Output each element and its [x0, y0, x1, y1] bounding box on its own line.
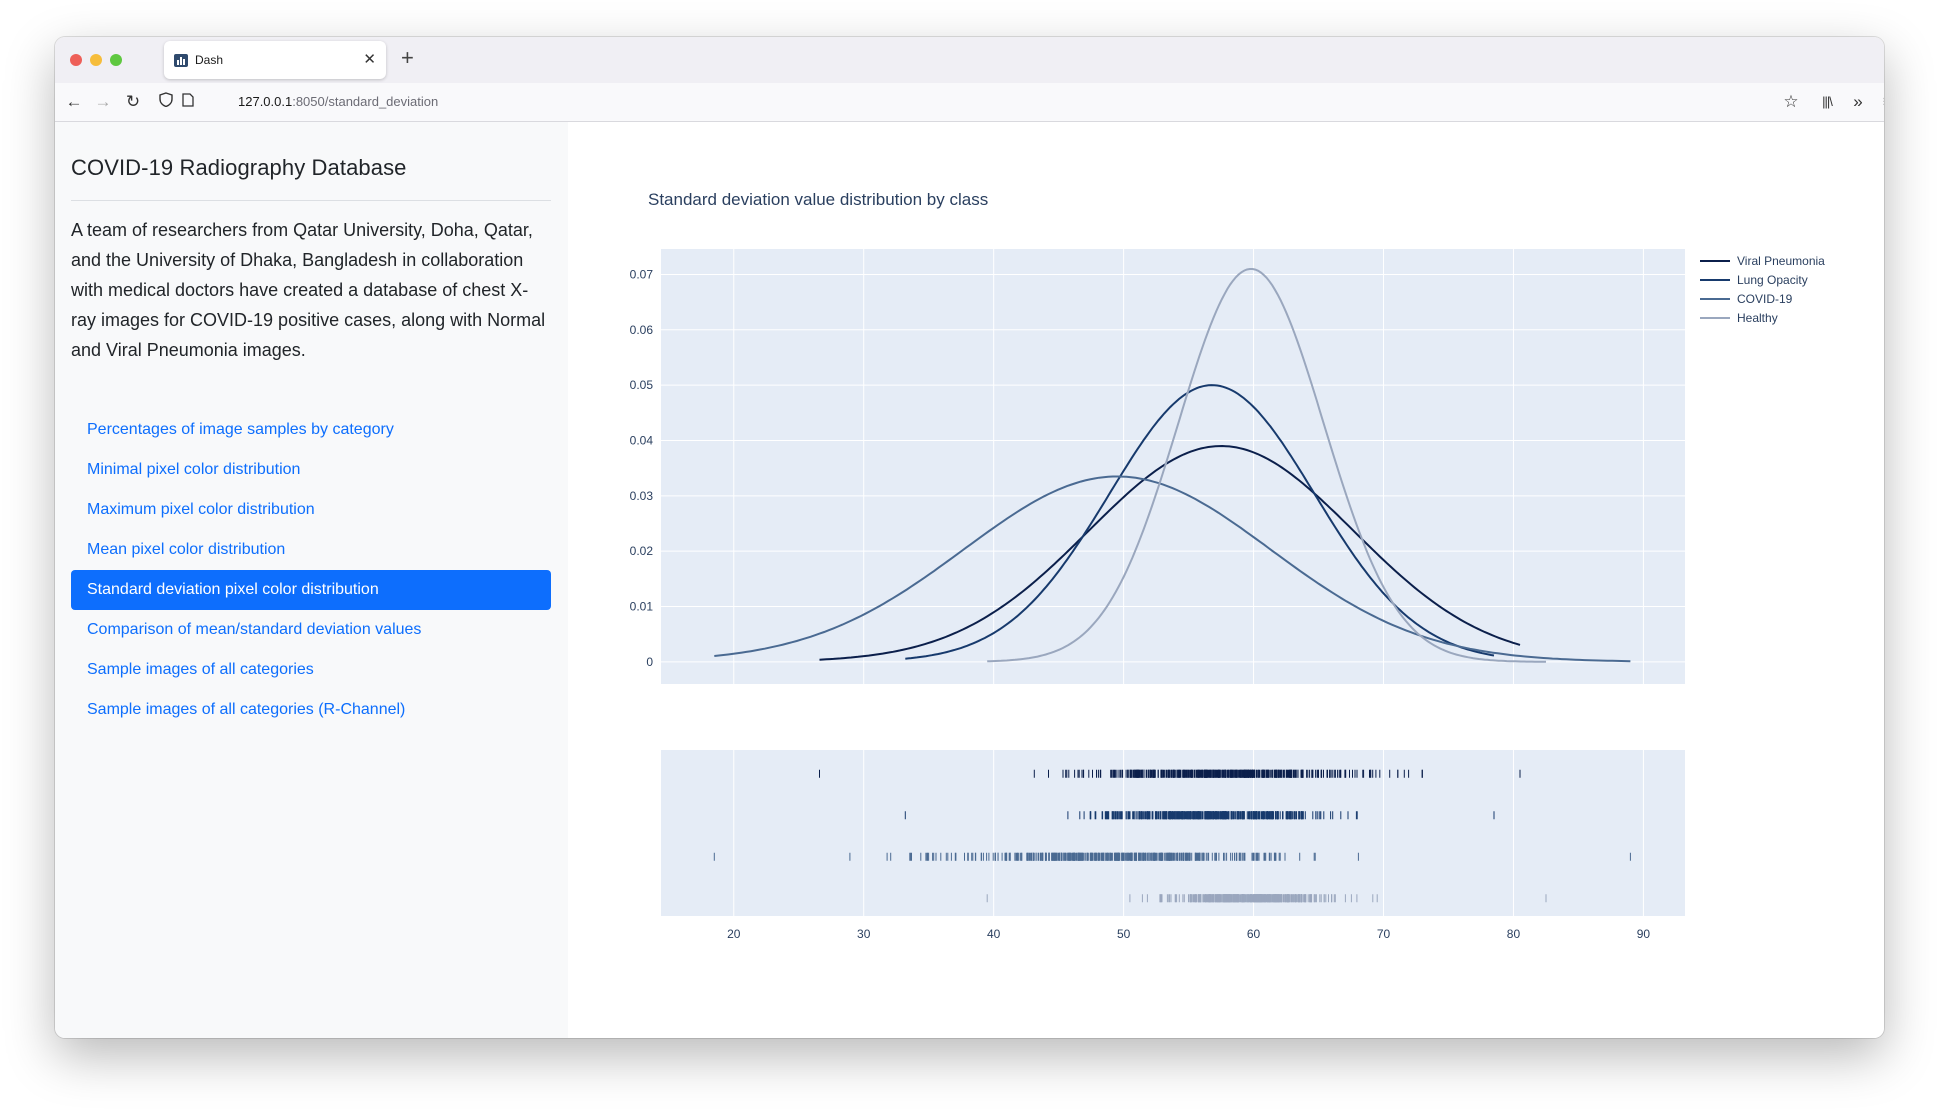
- library-icon[interactable]: |||\: [1822, 94, 1833, 109]
- x-tick-label: 30: [857, 927, 871, 941]
- y-tick-label: 0: [646, 655, 653, 669]
- x-tick-label: 70: [1377, 927, 1391, 941]
- hamburger-menu-icon[interactable]: ≡: [1877, 91, 1884, 113]
- nav-link-8[interactable]: Sample images of all categories (R-Chann…: [87, 701, 406, 718]
- nav-toolbar: ← → ↻ 127.0.0.1:8050/standard_deviation …: [55, 83, 1884, 122]
- y-tick-label: 0.04: [630, 433, 654, 447]
- y-tick-label: 0.07: [630, 267, 654, 281]
- legend-label: COVID-19: [1737, 292, 1793, 306]
- new-tab-icon[interactable]: +: [401, 45, 414, 70]
- legend-label: Viral Pneumonia: [1737, 254, 1825, 268]
- dash-app: COVID-19 Radiography Database A team of …: [55, 122, 1884, 1038]
- dash-favicon-icon: [174, 54, 188, 67]
- sidebar-nav: Percentages of image samples by category…: [71, 410, 551, 730]
- chart-title: Standard deviation value distribution by…: [648, 190, 988, 209]
- y-tick-label: 0.05: [630, 378, 654, 392]
- nav-link-1[interactable]: Percentages of image samples by category: [87, 421, 394, 438]
- density-plot-area[interactable]: [661, 249, 1685, 684]
- std-dev-chart[interactable]: Standard deviation value distribution by…: [568, 122, 1884, 1038]
- minimize-window-button[interactable]: [90, 54, 102, 66]
- back-arrow-icon[interactable]: ←: [65, 92, 83, 111]
- close-tab-icon[interactable]: ✕: [363, 51, 376, 68]
- main-content: Standard deviation value distribution by…: [568, 122, 1884, 1038]
- url-bar[interactable]: 127.0.0.1:8050/standard_deviation: [238, 94, 438, 109]
- app-title: COVID-19 Radiography Database: [71, 155, 407, 180]
- rug-grid: [733, 750, 1644, 916]
- y-tick-label: 0.06: [630, 323, 654, 337]
- legend-label: Lung Opacity: [1737, 273, 1808, 287]
- legend-label: Healthy: [1737, 311, 1778, 325]
- legend[interactable]: Viral Pneumonia Lung Opacity COVID-19 Healt…: [1700, 254, 1825, 325]
- page-info-icon[interactable]: [177, 91, 199, 113]
- x-axis-labels: 20 30 40 50 60 70 80 90: [727, 927, 1650, 941]
- zoom-window-button[interactable]: [110, 54, 122, 66]
- bookmark-star-icon[interactable]: ☆: [1783, 92, 1799, 111]
- browser-tab[interactable]: Dash ✕: [164, 41, 386, 79]
- tab-bar: Dash ✕ +: [55, 37, 1884, 83]
- overflow-chevron-icon[interactable]: »: [1853, 92, 1863, 111]
- shield-icon[interactable]: [155, 91, 177, 113]
- density-line-1: [819, 444, 1521, 661]
- nav-link-4[interactable]: Mean pixel color distribution: [87, 541, 286, 558]
- intro-text: A team of researchers from Qatar Univers…: [71, 220, 546, 360]
- divider: [71, 200, 551, 201]
- rug-marks: [713, 769, 1631, 903]
- density-curves: [714, 268, 1631, 663]
- x-tick-label: 90: [1637, 927, 1651, 941]
- close-window-button[interactable]: [70, 54, 82, 66]
- url-host: 127.0.0.1: [238, 94, 293, 109]
- density-line-3: [714, 475, 1631, 663]
- y-tick-label: 0.02: [630, 544, 654, 558]
- browser-window: Dash ✕ + ← → ↻ 127.0.0.1:8050/standard_d…: [55, 37, 1884, 1038]
- nav-link-5[interactable]: Standard deviation pixel color distribut…: [71, 570, 551, 610]
- x-tick-label: 40: [987, 927, 1001, 941]
- y-axis-labels: 0 0.01 0.02 0.03 0.04 0.05 0.06 0.07: [630, 267, 654, 668]
- forward-arrow-icon[interactable]: →: [94, 92, 112, 111]
- nav-link-3[interactable]: Maximum pixel color distribution: [87, 501, 315, 518]
- x-tick-label: 60: [1247, 927, 1261, 941]
- url-path: :8050/standard_deviation: [292, 94, 439, 109]
- x-tick-label: 20: [727, 927, 741, 941]
- nav-link-2[interactable]: Minimal pixel color distribution: [87, 461, 301, 478]
- density-line-4: [987, 268, 1547, 663]
- x-tick-label: 80: [1507, 927, 1521, 941]
- sidebar: COVID-19 Radiography Database A team of …: [55, 122, 568, 1038]
- nav-link-6[interactable]: Comparison of mean/standard deviation va…: [87, 621, 422, 638]
- x-tick-label: 50: [1117, 927, 1131, 941]
- reload-icon[interactable]: ↻: [125, 92, 141, 111]
- tab-title: Dash: [195, 53, 224, 67]
- y-tick-label: 0.03: [630, 489, 654, 503]
- y-tick-label: 0.01: [630, 600, 654, 614]
- nav-link-7[interactable]: Sample images of all categories: [87, 661, 314, 678]
